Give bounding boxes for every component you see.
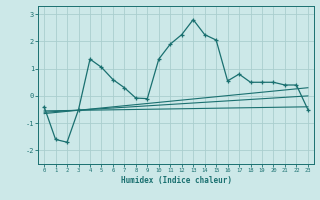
- X-axis label: Humidex (Indice chaleur): Humidex (Indice chaleur): [121, 176, 231, 185]
